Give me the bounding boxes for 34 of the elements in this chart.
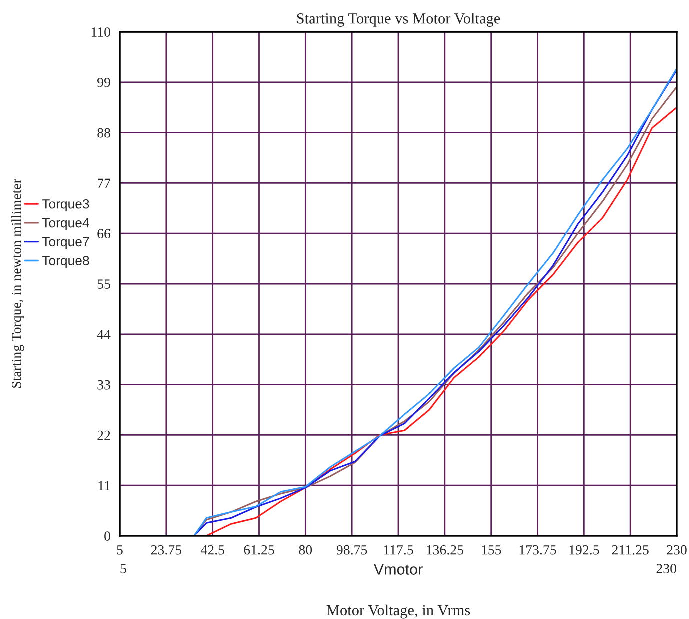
legend-label: Torque4 bbox=[42, 218, 90, 230]
y-tick-label: 110 bbox=[92, 28, 110, 37]
legend-label: Torque8 bbox=[42, 256, 90, 268]
y-tick-label: 0 bbox=[104, 532, 110, 541]
y-tick-label: 66 bbox=[98, 229, 111, 239]
x-tick-label: 155 bbox=[482, 545, 502, 555]
y-tick-label: 44 bbox=[97, 330, 111, 340]
legend-label: Torque3 bbox=[42, 199, 90, 212]
x-tick-label: 23.75 bbox=[151, 545, 182, 555]
x-tick-label: 98.75 bbox=[336, 545, 368, 555]
x-axis-title: Motor Voltage, in Vrms bbox=[326, 604, 470, 619]
y-tick-label: 55 bbox=[98, 280, 110, 289]
x-tick-label: 173.75 bbox=[520, 545, 556, 555]
x-tick-label: 80 bbox=[299, 545, 312, 555]
text: Vmotor bbox=[374, 564, 423, 575]
text: 5 bbox=[120, 564, 126, 574]
x-tick-label: 136.25 bbox=[427, 545, 464, 555]
x-tick-label: 211.25 bbox=[612, 545, 649, 555]
y-tick-label: 11 bbox=[98, 481, 110, 490]
text: 230 bbox=[656, 564, 676, 574]
x-tick-label: 42.5 bbox=[200, 545, 224, 555]
y-axis-title: Starting Torque, in newton millimeter bbox=[12, 179, 24, 388]
chart-title: Starting Torque vs Motor Voltage bbox=[297, 13, 500, 27]
x-tick-label: 192.5 bbox=[570, 545, 600, 555]
y-tick-label: 22 bbox=[98, 430, 110, 440]
x-tick-label: 61.25 bbox=[244, 545, 274, 555]
y-tick-label: 77 bbox=[98, 178, 111, 188]
y-tick-label: 33 bbox=[98, 380, 110, 390]
legend-label: Torque7 bbox=[42, 237, 90, 250]
y-tick-label: 88 bbox=[98, 128, 110, 138]
x-tick-label: 230 bbox=[667, 545, 687, 555]
x-tick-label: 117.5 bbox=[384, 545, 414, 555]
y-tick-label: 99 bbox=[98, 78, 110, 88]
x-tick-label: 5 bbox=[117, 546, 123, 555]
